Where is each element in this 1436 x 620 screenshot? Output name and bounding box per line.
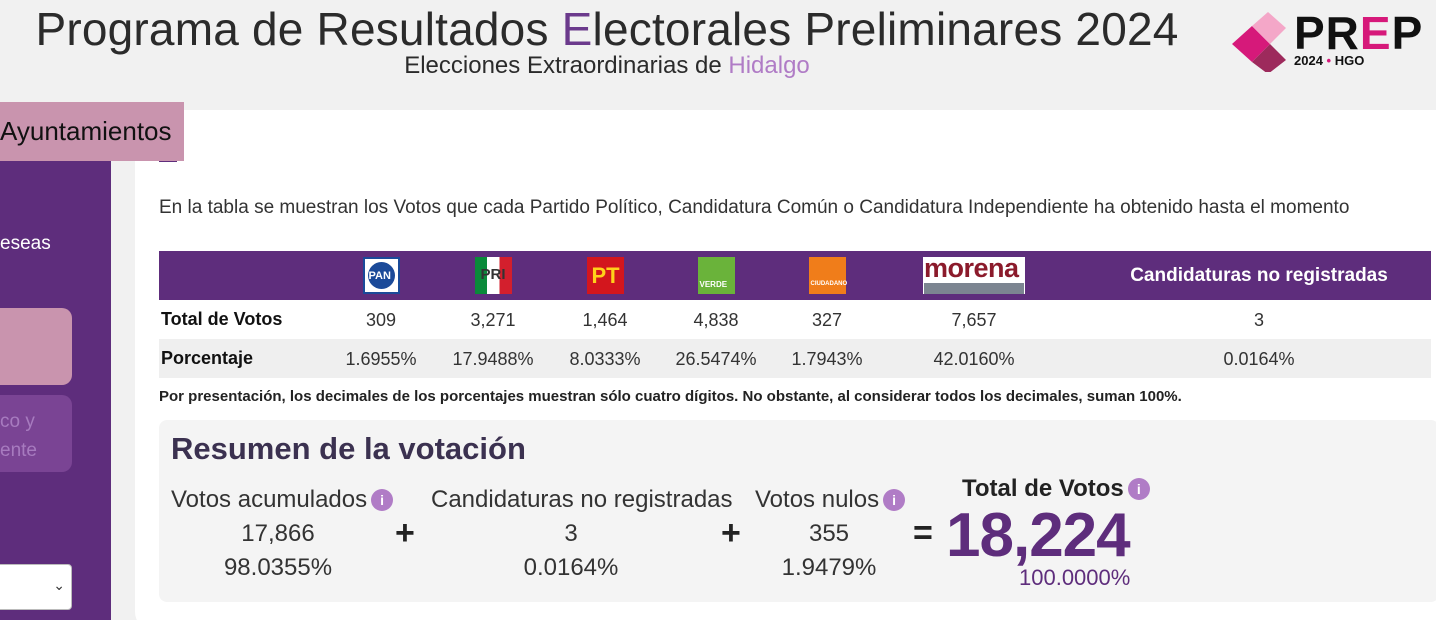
summary-value: 355 [808, 520, 850, 547]
party-header-mc: CIUDADANO [767, 257, 887, 299]
pt-logo: PT [586, 257, 624, 294]
sidebar-option-1[interactable] [0, 308, 72, 385]
summary-title: Resumen de la votación [171, 431, 526, 466]
pan-logo: PAN [362, 257, 400, 294]
prep-logo-icon [1232, 12, 1286, 72]
summary-value: 3 [564, 520, 578, 547]
sidebar: eseas co y ente ⌄ [0, 160, 111, 620]
logo-wordmark: PREP [1294, 7, 1424, 59]
logo-subtext: 2024 • HGO [1294, 53, 1365, 68]
plus-operator: + [721, 514, 741, 552]
summary-votos-nulos: Votos nulos i 355 1.9479% [755, 486, 906, 582]
movimiento-ciudadano-logo: CIUDADANO [808, 257, 847, 294]
pct-verde: 26.5474% [675, 349, 757, 369]
summary-pct: 1.9479% [781, 554, 877, 581]
page-title: Programa de Resultados Electorales Preli… [35, 3, 1179, 55]
pct-pan: 1.6955% [345, 349, 417, 369]
votes-mc: 327 [811, 310, 843, 330]
party-header-pt: PT [545, 257, 665, 299]
row-label: Porcentaje [161, 348, 254, 368]
info-icon[interactable]: i [883, 489, 906, 511]
plus-operator: + [395, 514, 415, 552]
party-header-pan: PAN [321, 257, 441, 299]
total-votes-value: 18,224 [946, 501, 1131, 570]
percentage-footnote: Por presentación, los decimales de los p… [159, 388, 1182, 405]
verde-logo: VERDE [697, 257, 735, 294]
sidebar-select[interactable]: ⌄ [0, 564, 72, 610]
party-votes-table: PAN PRI PT VERDE CIUDADANO morena Candid… [159, 251, 1431, 378]
page-subtitle: Elecciones Extraordinarias de Hidalgo [404, 52, 810, 79]
header: Programa de Resultados Electorales Preli… [0, 0, 1436, 101]
party-header-pri: PRI [433, 257, 553, 299]
chevron-down-icon: ⌄ [53, 577, 65, 593]
summary-pct: 98.0355% [223, 554, 333, 581]
votes-pri: 3,271 [470, 310, 516, 330]
votes-pan: 309 [365, 310, 397, 330]
table-header: PAN PRI PT VERDE CIUDADANO morena Candid… [159, 251, 1431, 300]
votes-pt: 1,464 [582, 310, 628, 330]
party-header-verde: VERDE [656, 257, 776, 299]
morena-logo: morena [923, 253, 1025, 294]
tab-ayuntamientos[interactable]: Ayuntamientos [0, 102, 184, 161]
equals-operator: = [913, 514, 933, 552]
votes-verde: 4,838 [693, 310, 739, 330]
summary-pct: 0.0164% [523, 554, 619, 581]
prep-logo[interactable]: PREP 2024 • HGO [1230, 7, 1436, 74]
non-registered-header: Candidaturas no registradas [1130, 265, 1388, 286]
summary-value: 17,866 [241, 520, 315, 547]
info-icon[interactable]: i [371, 489, 394, 511]
vote-summary: Resumen de la votación Votos acumulados i… [159, 420, 1436, 602]
total-votes-label: Total de Votos i [962, 475, 1150, 503]
pct-non-registered: 0.0164% [1223, 349, 1295, 369]
row-label: Total de Votos [161, 309, 283, 329]
total-votes-pct: 100.0000% [1019, 565, 1131, 590]
pct-pt: 8.0333% [569, 349, 641, 369]
summary-votos-acumulados: Votos acumulados i 17,866 98.0355% [171, 486, 394, 582]
pct-morena: 42.0160% [933, 349, 1015, 369]
votes-non-registered: 3 [1253, 310, 1264, 330]
table-row-total: Total de Votos 309 3,271 1,464 4,838 327… [159, 300, 1431, 339]
table-description: En la tabla se muestran los Votos que ca… [159, 197, 1350, 218]
sidebar-text: eseas [0, 233, 51, 254]
pri-logo: PRI [474, 257, 512, 294]
state-name: Hidalgo [728, 52, 810, 79]
votes-morena: 7,657 [951, 310, 997, 330]
party-header-morena: morena [914, 253, 1034, 299]
summary-no-registradas: Candidaturas no registradas 3 0.0164% [431, 486, 733, 581]
card-divider [159, 160, 177, 162]
pct-mc: 1.7943% [791, 349, 863, 369]
pct-pri: 17.9488% [452, 349, 534, 369]
sidebar-option-2[interactable]: co y ente [0, 395, 72, 472]
info-icon[interactable]: i [1127, 478, 1150, 500]
table-row-percentage: Porcentaje 1.6955% 17.9488% 8.0333% 26.5… [159, 339, 1431, 378]
